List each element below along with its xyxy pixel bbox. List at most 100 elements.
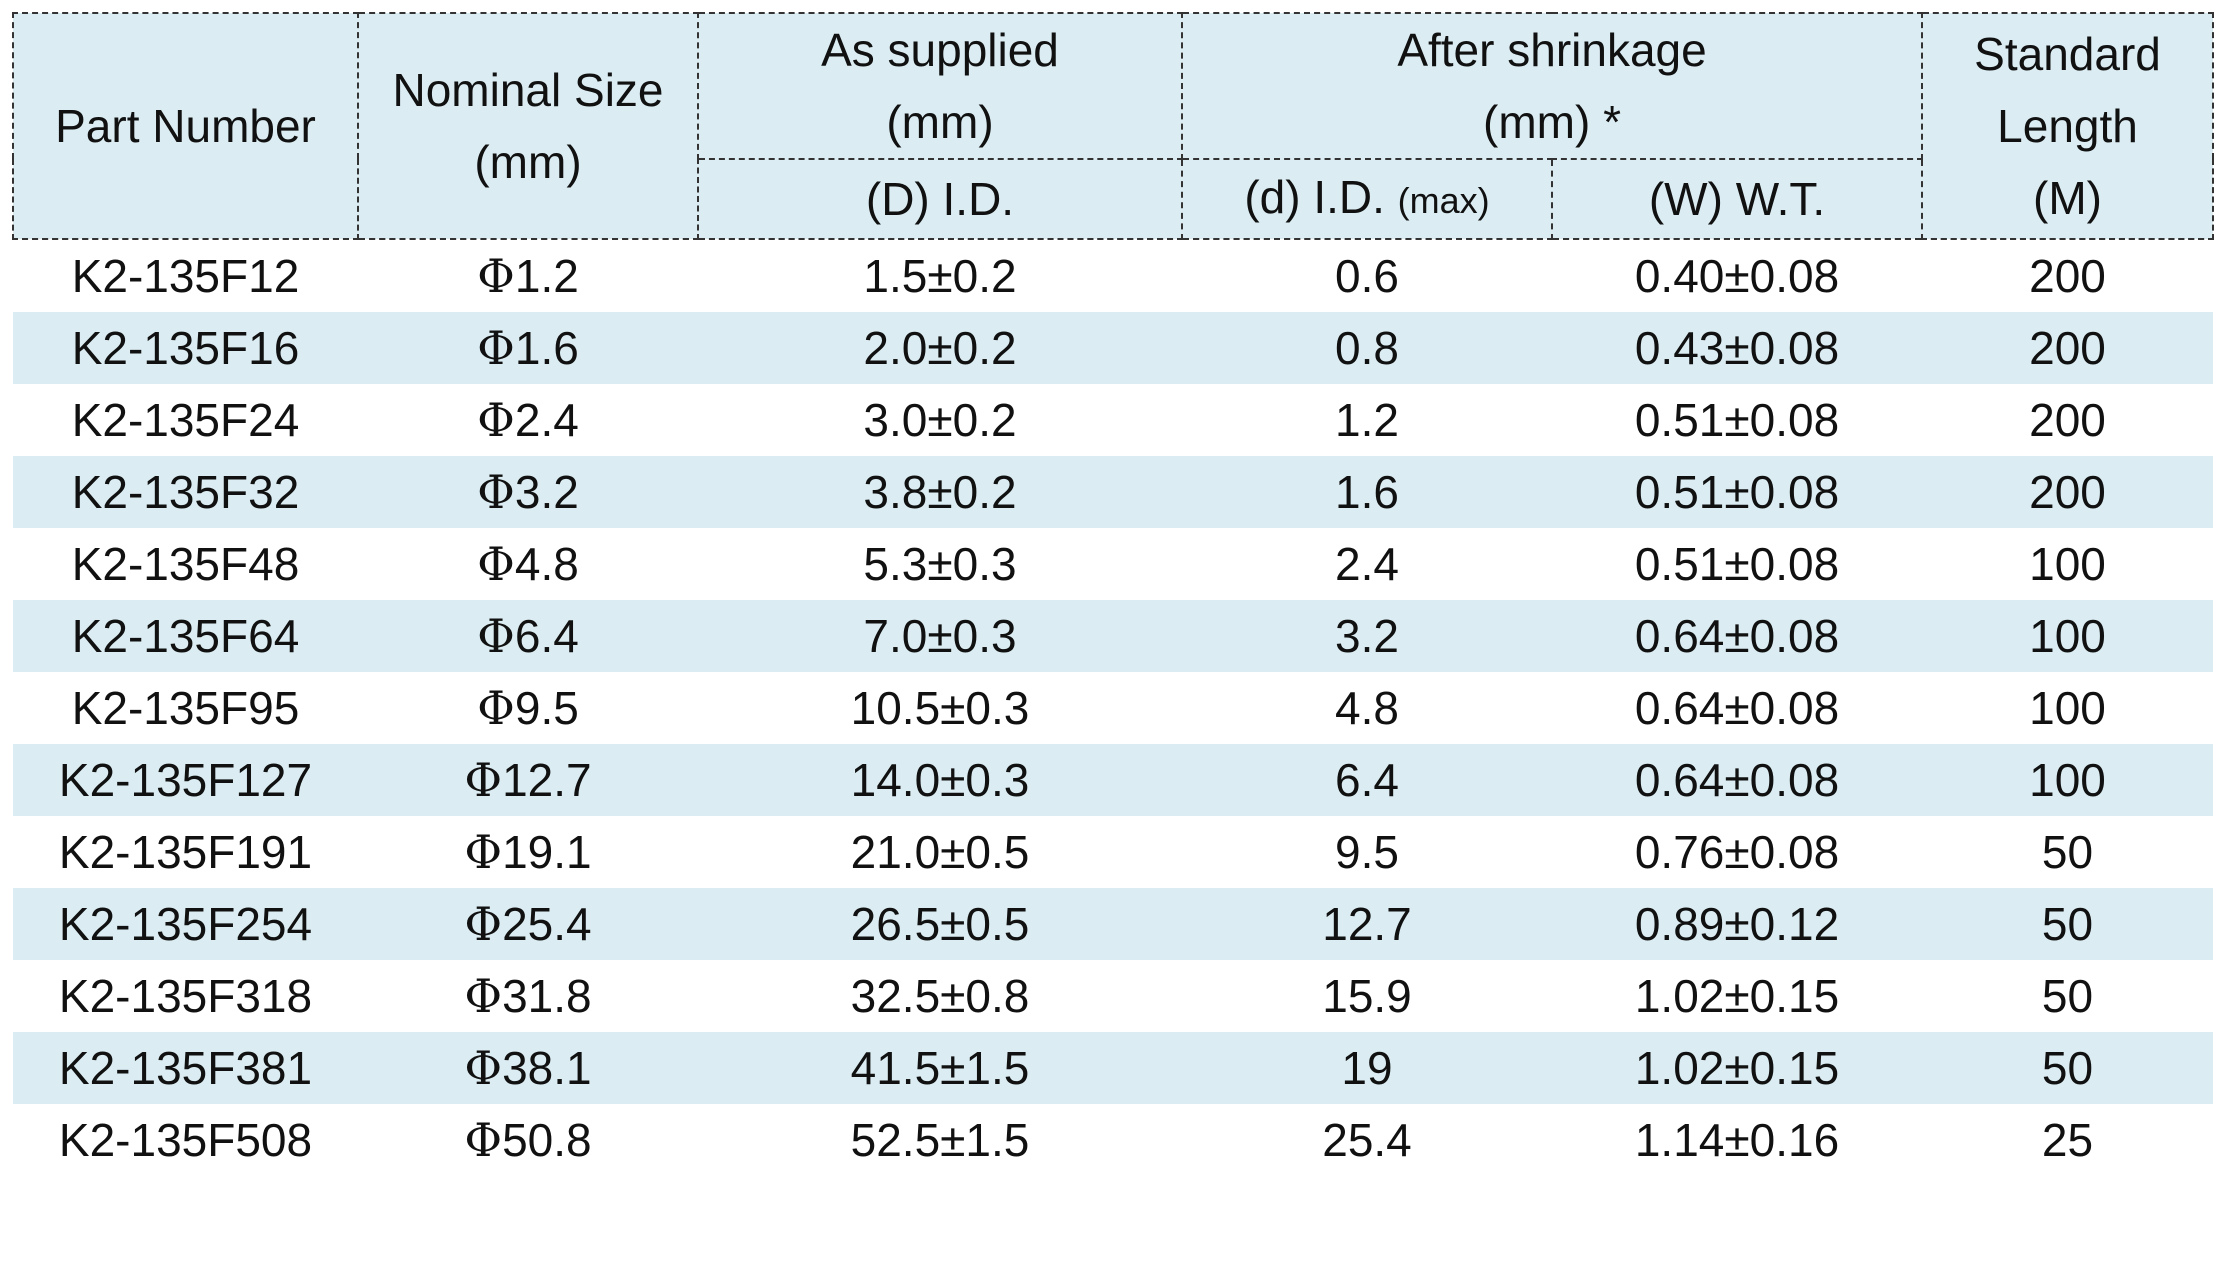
table-body: K2-135F12 Φ1.2 1.5±0.2 0.6 0.40±0.08 200…	[13, 239, 2214, 1176]
cell-standard-length: 50	[1922, 1032, 2214, 1104]
wall-thickness-header-label: (W) W.T.	[1648, 173, 1826, 225]
cell-part-number: K2-135F32	[13, 456, 358, 528]
cell-shrunk-id: 9.5	[1335, 826, 1399, 878]
cell-shrunk-id: 4.8	[1335, 682, 1399, 734]
table-row: K2-135F12 Φ1.2 1.5±0.2 0.6 0.40±0.08 200	[13, 239, 2213, 312]
cell-nominal-size: Φ12.7	[358, 744, 698, 816]
cell-supplied-id: 41.5±1.5	[698, 1032, 1182, 1104]
cell-part-number: K2-135F24	[71, 394, 300, 446]
cell-wall-thickness: 0.76±0.08	[1634, 826, 1840, 878]
cell-nominal-size: Φ50.8	[358, 1104, 698, 1176]
cell-part-number: K2-135F191	[58, 826, 313, 878]
cell-standard-length: 200	[1922, 312, 2214, 384]
cell-supplied-id: 10.5±0.3	[850, 682, 1030, 734]
phi-symbol: Φ	[477, 393, 515, 447]
cell-part-number: K2-135F64	[13, 600, 358, 672]
as-supplied-header-unit: (mm)	[886, 96, 994, 148]
cell-nominal-size: Φ9.5	[358, 672, 698, 744]
cell-wall-thickness: 0.64±0.08	[1552, 600, 1923, 672]
cell-part-number: K2-135F95	[71, 682, 300, 734]
cell-part-number: K2-135F12	[71, 250, 300, 302]
phi-symbol: Φ	[464, 897, 503, 951]
spec-table: Part Number Nominal Size (mm) As supplie…	[12, 12, 2215, 1176]
cell-wall-thickness: 1.02±0.15	[1552, 1032, 1923, 1104]
cell-supplied-id: 1.5±0.2	[863, 250, 1017, 302]
phi-symbol: Φ	[477, 321, 515, 375]
phi-symbol: Φ	[477, 465, 515, 519]
table-row: K2-135F508 Φ50.8 52.5±1.5 25.4 1.14±0.16…	[13, 1104, 2213, 1176]
cell-nominal-size: Φ1.6	[358, 312, 698, 384]
nominal-size-value: 2.4	[514, 394, 579, 446]
cell-standard-length: 200	[2029, 394, 2106, 446]
cell-wall-thickness: 0.40±0.08	[1634, 250, 1840, 302]
cell-standard-length: 200	[1922, 456, 2214, 528]
table-row: K2-135F24 Φ2.4 3.0±0.2 1.2 0.51±0.08 200	[13, 384, 2213, 456]
cell-standard-length: 50	[2041, 826, 2094, 878]
cell-nominal-size: Φ25.4	[358, 888, 698, 960]
table-row: K2-135F95 Φ9.5 10.5±0.3 4.8 0.64±0.08 10…	[13, 672, 2213, 744]
col-after-shrinkage-header: After shrinkage (mm) *	[1180, 12, 1924, 160]
col-standard-length-header: Standard Length (M)	[1921, 12, 2215, 240]
phi-symbol: Φ	[464, 825, 503, 879]
cell-wall-thickness: 0.51±0.08	[1634, 394, 1840, 446]
shrunk-id-header-label: (d) I.D.	[1244, 171, 1398, 223]
table-row: K2-135F381 Φ38.1 41.5±1.5 19 1.02±0.15 5…	[13, 1032, 2214, 1104]
after-shrinkage-header-label: After shrinkage	[1397, 24, 1707, 76]
nominal-size-header-label: Nominal Size	[392, 64, 664, 116]
cell-shrunk-id: 0.8	[1182, 312, 1552, 384]
phi-symbol: Φ	[477, 537, 515, 591]
standard-length-header-unit: (M)	[2033, 172, 2102, 224]
nominal-size-value: 9.5	[514, 682, 579, 734]
cell-nominal-size: Φ3.2	[358, 456, 698, 528]
phi-symbol: Φ	[464, 969, 503, 1023]
cell-standard-length: 100	[2029, 538, 2106, 590]
cell-nominal-size: Φ38.1	[358, 1032, 698, 1104]
col-supplied-id-header: (D) I.D.	[697, 158, 1183, 240]
cell-standard-length: 100	[2029, 682, 2106, 734]
cell-supplied-id: 21.0±0.5	[850, 826, 1030, 878]
phi-symbol: Φ	[464, 753, 503, 807]
cell-nominal-size: Φ4.8	[358, 528, 698, 600]
cell-shrunk-id: 19	[1182, 1032, 1552, 1104]
cell-shrunk-id: 1.2	[1335, 394, 1399, 446]
cell-supplied-id: 14.0±0.3	[698, 744, 1182, 816]
cell-wall-thickness: 0.64±0.08	[1634, 682, 1840, 734]
table-header: Part Number Nominal Size (mm) As supplie…	[12, 12, 2215, 240]
cell-part-number: K2-135F318	[58, 970, 313, 1022]
cell-supplied-id: 5.3±0.3	[863, 538, 1017, 590]
cell-standard-length: 200	[2029, 250, 2106, 302]
cell-part-number: K2-135F381	[13, 1032, 358, 1104]
cell-part-number: K2-135F16	[13, 312, 358, 384]
table-row: K2-135F64 Φ6.4 7.0±0.3 3.2 0.64±0.08 100	[13, 600, 2214, 672]
cell-supplied-id: 3.8±0.2	[698, 456, 1182, 528]
nominal-size-value: 38.1	[502, 1042, 592, 1094]
cell-supplied-id: 3.0±0.2	[863, 394, 1017, 446]
col-as-supplied-header: As supplied (mm)	[697, 12, 1183, 160]
cell-standard-length: 100	[1922, 600, 2214, 672]
part-number-header-label: Part Number	[55, 100, 316, 152]
table-row: K2-135F191 Φ19.1 21.0±0.5 9.5 0.76±0.08 …	[13, 816, 2213, 888]
col-nominal-size-header: Nominal Size (mm)	[357, 12, 699, 240]
phi-symbol: Φ	[477, 609, 515, 663]
nominal-size-header-unit: (mm)	[474, 136, 582, 188]
table-row: K2-135F16 Φ1.6 2.0±0.2 0.8 0.43±0.08 200	[13, 312, 2214, 384]
cell-nominal-size: Φ31.8	[358, 960, 698, 1032]
cell-supplied-id: 26.5±0.5	[698, 888, 1182, 960]
cell-shrunk-id: 2.4	[1335, 538, 1399, 590]
as-supplied-header-label: As supplied	[821, 24, 1059, 76]
cell-supplied-id: 32.5±0.8	[850, 970, 1030, 1022]
cell-standard-length: 25	[2041, 1114, 2094, 1166]
table-row: K2-135F318 Φ31.8 32.5±0.8 15.9 1.02±0.15…	[13, 960, 2213, 1032]
cell-wall-thickness: 1.14±0.16	[1634, 1114, 1840, 1166]
nominal-size-value: 12.7	[502, 754, 592, 806]
nominal-size-value: 6.4	[514, 610, 579, 662]
cell-shrunk-id: 1.6	[1182, 456, 1552, 528]
cell-shrunk-id: 25.4	[1322, 1114, 1412, 1166]
header-row-sub: (D) I.D. (d) I.D. (max) (W) W.T.	[13, 158, 2213, 240]
cell-supplied-id: 7.0±0.3	[698, 600, 1182, 672]
cell-wall-thickness: 0.51±0.08	[1552, 456, 1923, 528]
nominal-size-value: 3.2	[514, 466, 579, 518]
cell-shrunk-id: 3.2	[1182, 600, 1552, 672]
nominal-size-value: 31.8	[502, 970, 592, 1022]
standard-length-header-line2: Length	[1997, 100, 2138, 152]
